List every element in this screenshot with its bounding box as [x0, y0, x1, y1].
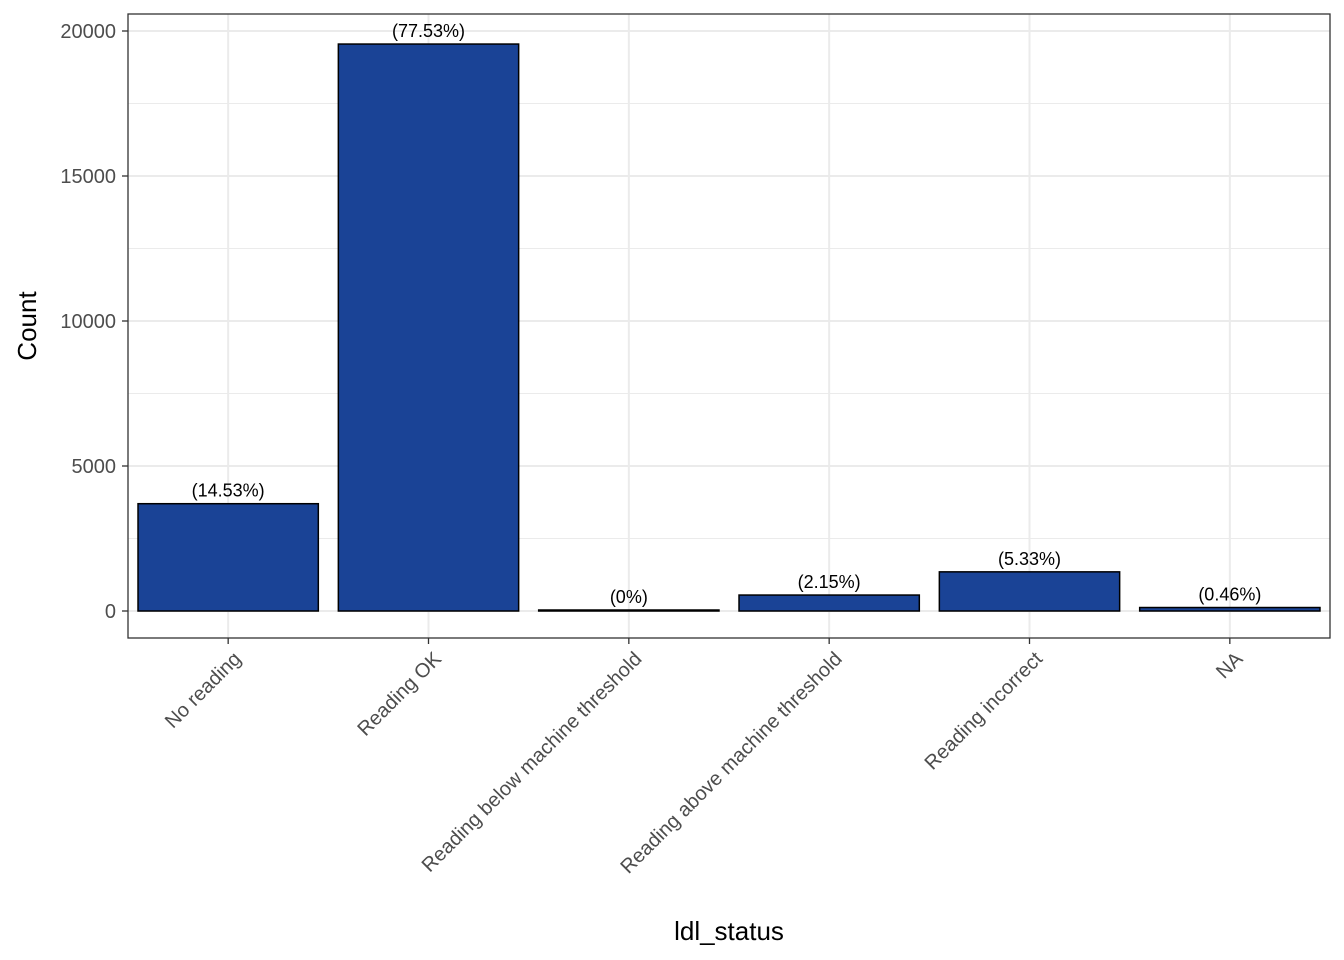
x-tick-label: Reading above machine threshold	[617, 648, 847, 878]
x-tick-label: NA	[1212, 648, 1248, 684]
data-labels: (14.53%) (77.53%) (0%) (2.15%) (5.33%) (0.46%…	[192, 21, 1262, 607]
x-axis-title: ldl_status	[674, 916, 784, 946]
y-tick-label: 10000	[60, 311, 116, 333]
bar	[537, 609, 720, 612]
y-tick-label: 15000	[60, 166, 116, 188]
x-tick-label: Reading incorrect	[921, 648, 1048, 775]
y-axis-title: Count	[12, 291, 42, 361]
bar-data-label: (2.15%)	[798, 572, 861, 592]
x-tick-label: Reading below machine threshold	[418, 648, 647, 877]
x-tick-label: No reading	[161, 648, 246, 733]
bar-data-label: (77.53%)	[392, 21, 465, 41]
plot-background	[128, 14, 1330, 638]
bar-data-label: (14.53%)	[192, 481, 265, 501]
bar	[938, 571, 1121, 612]
y-tick-label: 20000	[60, 21, 116, 43]
y-axis: 0 5000 10000 15000 20000	[60, 21, 128, 623]
x-tick-label: Reading OK	[353, 648, 446, 741]
minor-gridlines	[128, 103, 1330, 539]
bar	[1138, 606, 1321, 612]
bars	[137, 43, 1321, 612]
bar-data-label: (0.46%)	[1198, 585, 1261, 605]
y-tick-label: 5000	[72, 456, 117, 478]
bar	[738, 594, 921, 612]
bar-data-label: (0%)	[610, 587, 648, 607]
bar-data-label: (5.33%)	[998, 549, 1061, 569]
bar	[337, 43, 520, 612]
panel-border	[127, 13, 1331, 639]
bar	[137, 502, 320, 612]
y-tick-label: 0	[105, 601, 116, 623]
